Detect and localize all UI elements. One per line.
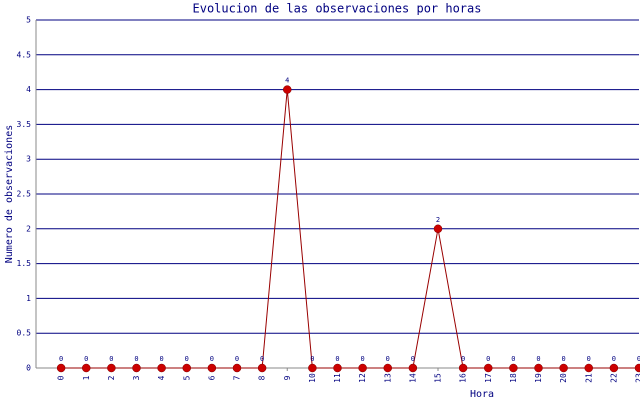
x-tick-label: 3 xyxy=(132,375,141,380)
data-label: 0 xyxy=(536,355,540,363)
data-point xyxy=(308,363,317,373)
y-tick-label: 1.5 xyxy=(17,259,32,268)
data-point xyxy=(82,363,91,373)
y-tick-label: 2 xyxy=(26,224,31,233)
data-point xyxy=(182,363,191,373)
data-label: 0 xyxy=(411,355,415,363)
x-tick-label: 23 xyxy=(635,373,640,383)
x-tick-label: 4 xyxy=(157,375,166,380)
x-tick-label: 5 xyxy=(182,375,191,380)
y-tick-label: 5 xyxy=(26,16,31,25)
y-tick-label: 4.5 xyxy=(17,50,32,59)
x-tick-label: 6 xyxy=(207,375,216,380)
x-tick-label: 0 xyxy=(57,375,66,380)
x-tick-label: 12 xyxy=(358,373,367,383)
data-point xyxy=(358,363,367,373)
data-label: 0 xyxy=(461,355,465,363)
y-axis-title: Numero de observaciones xyxy=(4,125,15,263)
data-label: 0 xyxy=(562,355,566,363)
y-tick-label: 4 xyxy=(26,85,31,94)
x-tick-label: 11 xyxy=(333,373,342,383)
data-label: 4 xyxy=(285,77,289,85)
x-tick-label: 17 xyxy=(484,373,493,383)
data-point xyxy=(433,224,443,234)
x-axis-title: Hora xyxy=(470,389,494,400)
data-label: 0 xyxy=(109,355,113,363)
data-label: 0 xyxy=(210,355,214,363)
x-tick-label: 21 xyxy=(584,373,593,383)
data-point xyxy=(534,363,543,373)
x-tick-label: 13 xyxy=(383,373,392,383)
data-point xyxy=(232,363,242,373)
data-point xyxy=(458,363,468,373)
x-tick-label: 7 xyxy=(233,375,242,380)
data-point xyxy=(333,363,342,373)
data-label: 0 xyxy=(612,355,616,363)
x-tick-label: 19 xyxy=(534,373,543,383)
x-tick-label: 9 xyxy=(283,375,292,380)
y-tick-label: 3 xyxy=(26,155,31,164)
data-label: 0 xyxy=(587,355,591,363)
data-point xyxy=(584,363,593,373)
x-tick-label: 8 xyxy=(258,375,267,380)
data-label: 0 xyxy=(335,355,339,363)
data-point xyxy=(157,363,166,373)
data-label: 0 xyxy=(59,355,63,363)
data-point xyxy=(107,363,116,373)
data-label: 2 xyxy=(436,216,440,224)
y-tick-label: 1 xyxy=(26,294,31,303)
data-label: 0 xyxy=(160,355,164,363)
x-tick-label: 22 xyxy=(609,373,618,383)
data-label: 0 xyxy=(84,355,88,363)
data-label: 0 xyxy=(185,355,189,363)
y-tick-label: 2.5 xyxy=(17,190,32,199)
data-point xyxy=(634,363,640,373)
x-tick-label: 18 xyxy=(509,373,518,383)
data-point xyxy=(257,363,267,373)
data-label: 0 xyxy=(486,355,490,363)
data-label: 0 xyxy=(310,355,314,363)
x-tick-label: 15 xyxy=(434,373,443,383)
data-label: 0 xyxy=(386,355,390,363)
data-label: 0 xyxy=(361,355,365,363)
data-point xyxy=(207,363,217,373)
data-label: 0 xyxy=(134,355,138,363)
chart-title: Evolucion de las observaciones por horas xyxy=(193,2,482,16)
data-point xyxy=(509,363,518,373)
x-tick-label: 10 xyxy=(308,373,317,383)
data-point xyxy=(132,363,141,373)
y-tick-label: 3.5 xyxy=(17,120,32,129)
data-point xyxy=(56,363,66,373)
data-label: 0 xyxy=(637,355,640,363)
data-label: 0 xyxy=(235,355,239,363)
data-point xyxy=(609,363,619,373)
y-tick-label: 0.5 xyxy=(17,329,32,338)
data-label: 0 xyxy=(511,355,515,363)
data-point xyxy=(408,363,418,373)
x-tick-label: 16 xyxy=(459,373,468,383)
data-point xyxy=(559,363,568,373)
x-tick-label: 1 xyxy=(82,375,91,380)
data-point xyxy=(283,85,292,94)
data-point xyxy=(484,363,493,373)
data-label: 0 xyxy=(260,355,264,363)
x-tick-label: 14 xyxy=(408,373,417,383)
x-tick-label: 2 xyxy=(107,375,116,380)
x-tick-label: 20 xyxy=(559,373,568,383)
y-tick-label: 0 xyxy=(26,364,31,373)
data-point xyxy=(383,363,392,373)
